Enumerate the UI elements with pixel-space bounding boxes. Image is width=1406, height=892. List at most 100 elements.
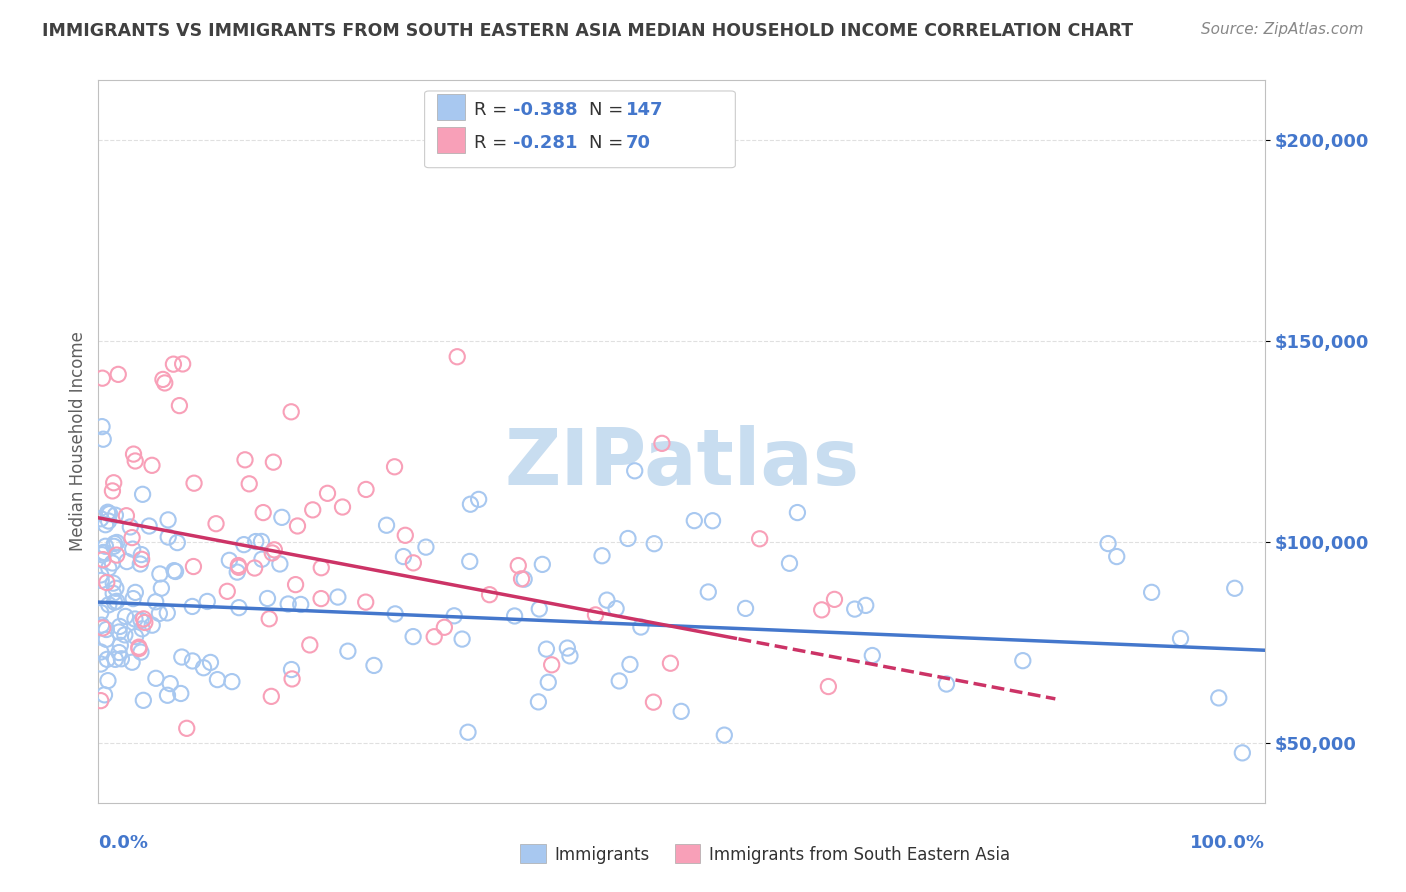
Point (617, 532, 640, 546)
Point (309, 591, 332, 606)
Point (1097, 536, 1119, 550)
Point (90, 568, 112, 582)
Point (458, 554, 481, 568)
Point (605, 601, 627, 615)
Point (1223, 582, 1246, 596)
Point (181, 654, 204, 668)
Point (105, 594, 128, 608)
Point (619, 657, 641, 672)
Point (110, 652, 132, 666)
Point (104, 508, 127, 523)
Point (169, 399, 191, 413)
Point (94, 517, 117, 532)
Point (149, 566, 172, 581)
Point (103, 586, 125, 600)
Point (121, 542, 143, 557)
Point (1232, 746, 1254, 760)
Point (824, 592, 846, 607)
Point (301, 503, 323, 517)
Point (394, 528, 416, 542)
Point (363, 658, 385, 673)
Point (97, 514, 120, 528)
Point (114, 609, 136, 624)
Point (110, 638, 132, 652)
Point (90, 657, 112, 671)
Point (145, 671, 167, 685)
Point (415, 540, 437, 554)
Point (817, 680, 839, 694)
Point (181, 599, 204, 614)
Point (141, 458, 163, 473)
Text: -0.281: -0.281 (513, 134, 578, 152)
Point (228, 558, 250, 573)
Point (97, 505, 120, 519)
Text: N =: N = (589, 101, 628, 119)
Point (97, 561, 120, 575)
Point (844, 602, 866, 616)
Point (90, 618, 112, 632)
Point (129, 557, 152, 571)
Text: -0.388: -0.388 (513, 101, 578, 119)
Point (269, 557, 291, 571)
Point (659, 657, 682, 671)
Point (91, 621, 114, 635)
Point (152, 372, 174, 386)
Point (263, 542, 285, 557)
Point (141, 618, 163, 632)
Point (128, 641, 150, 656)
Point (172, 357, 194, 371)
Text: R =: R = (474, 134, 513, 152)
Point (1170, 632, 1192, 646)
Point (860, 648, 883, 663)
Point (531, 558, 554, 572)
Point (433, 620, 456, 634)
Point (122, 447, 145, 461)
Point (298, 638, 321, 652)
Point (150, 581, 173, 595)
Point (101, 483, 124, 498)
Point (91, 419, 114, 434)
Point (103, 595, 125, 609)
Point (270, 510, 292, 524)
Point (124, 585, 146, 599)
Point (643, 695, 665, 709)
Point (287, 519, 309, 533)
Point (557, 641, 579, 656)
Point (217, 584, 239, 599)
Point (402, 630, 425, 644)
Point (855, 599, 877, 613)
Point (316, 486, 339, 500)
Point (170, 686, 193, 700)
Point (207, 673, 229, 687)
Point (558, 648, 581, 663)
Point (90, 693, 112, 707)
Point (218, 553, 240, 567)
Point (683, 514, 706, 528)
Text: IMMIGRANTS VS IMMIGRANTS FROM SOUTH EASTERN ASIA MEDIAN HOUSEHOLD INCOME CORRELA: IMMIGRANTS VS IMMIGRANTS FROM SOUTH EAST… (42, 22, 1133, 40)
Point (591, 549, 613, 563)
Point (250, 552, 273, 566)
Point (103, 576, 125, 591)
Text: R =: R = (474, 101, 513, 119)
Point (138, 519, 160, 533)
Point (91, 552, 114, 566)
Point (183, 476, 205, 491)
Point (163, 564, 186, 578)
Point (148, 607, 170, 621)
Point (97, 506, 120, 520)
Text: 70: 70 (626, 134, 651, 152)
Point (193, 661, 215, 675)
Point (651, 436, 673, 450)
Point (238, 476, 260, 491)
Point (527, 695, 550, 709)
Point (354, 595, 377, 609)
Point (309, 560, 332, 574)
Text: N =: N = (589, 134, 628, 152)
Point (128, 640, 150, 655)
Point (467, 492, 489, 507)
Point (623, 464, 645, 478)
Point (354, 483, 377, 497)
Point (93, 688, 115, 702)
Point (103, 475, 125, 490)
Point (221, 674, 243, 689)
